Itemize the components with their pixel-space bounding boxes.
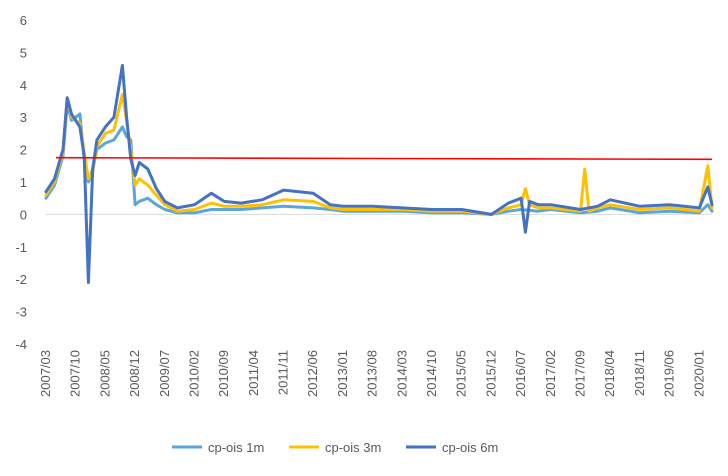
legend-label: cp-ois 1m — [208, 440, 264, 455]
y-tick-label: 3 — [20, 110, 27, 125]
x-tick-label: 2018/11 — [632, 350, 647, 396]
x-tick-label: 2020/01 — [691, 350, 706, 397]
x-tick-label: 2015/12 — [483, 350, 498, 397]
series-line — [44, 93, 714, 216]
y-tick-label: 6 — [20, 13, 27, 28]
x-tick-label: 2011/04 — [246, 350, 261, 396]
y-tick-label: 0 — [20, 207, 27, 222]
series-lines — [44, 63, 714, 284]
horizontal-reference-line — [55, 156, 713, 161]
y-axis: 6 5 4 3 2 1 0 -1 -2 -3 -4 — [15, 13, 27, 352]
legend-label: cp-ois 3m — [325, 440, 381, 455]
x-tick-label: 2010/02 — [186, 350, 201, 397]
y-tick-label: -3 — [15, 305, 27, 320]
x-tick-label: 2008/12 — [127, 350, 142, 397]
x-tick-label: 2009/07 — [157, 350, 172, 397]
x-tick-label: 2017/09 — [572, 350, 587, 397]
y-tick-label: 5 — [20, 45, 27, 60]
x-tick-label: 2013/01 — [335, 350, 350, 397]
y-tick-label: 4 — [20, 78, 27, 93]
x-tick-label: 2017/02 — [543, 350, 558, 397]
y-tick-label: 1 — [20, 175, 27, 190]
y-tick-label: -2 — [15, 272, 27, 287]
y-tick-label: 2 — [20, 143, 27, 158]
x-tick-label: 2019/06 — [662, 350, 677, 397]
x-axis: 2007/03 2007/10 2008/05 2008/12 2009/07 2010/… — [38, 350, 706, 397]
x-tick-label: 2007/03 — [38, 350, 53, 397]
x-tick-label: 2014/10 — [424, 350, 439, 397]
x-tick-label: 2018/04 — [602, 350, 617, 397]
x-tick-label: 2008/05 — [97, 350, 112, 397]
legend-label: cp-ois 6m — [442, 440, 498, 455]
x-tick-label: 2015/05 — [454, 350, 469, 397]
y-tick-label: -1 — [15, 240, 27, 255]
series-line — [44, 63, 714, 284]
x-tick-label: 2016/07 — [513, 350, 528, 397]
x-tick-label: 2007/10 — [68, 350, 83, 397]
x-tick-label: 2013/08 — [365, 350, 380, 397]
x-tick-label: 2010/09 — [216, 350, 231, 397]
y-tick-label: -4 — [15, 337, 27, 352]
reference-line — [55, 156, 713, 161]
legend: cp-ois 1m cp-ois 3m cp-ois 6m — [172, 440, 498, 455]
x-tick-label: 2011/11 — [276, 350, 291, 395]
x-tick-label: 2014/03 — [394, 350, 409, 397]
x-tick-label: 2012/06 — [305, 350, 320, 397]
